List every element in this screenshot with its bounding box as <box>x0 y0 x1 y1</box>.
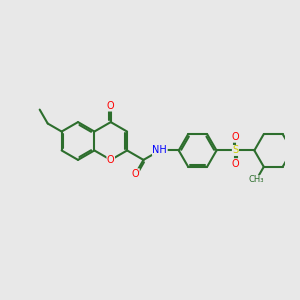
Text: O: O <box>232 132 239 142</box>
Text: S: S <box>232 146 238 155</box>
Text: O: O <box>132 169 139 179</box>
Text: O: O <box>232 159 239 169</box>
Text: O: O <box>107 155 115 165</box>
Text: O: O <box>107 101 115 111</box>
Text: NH: NH <box>152 146 167 155</box>
Text: CH₃: CH₃ <box>248 176 264 184</box>
